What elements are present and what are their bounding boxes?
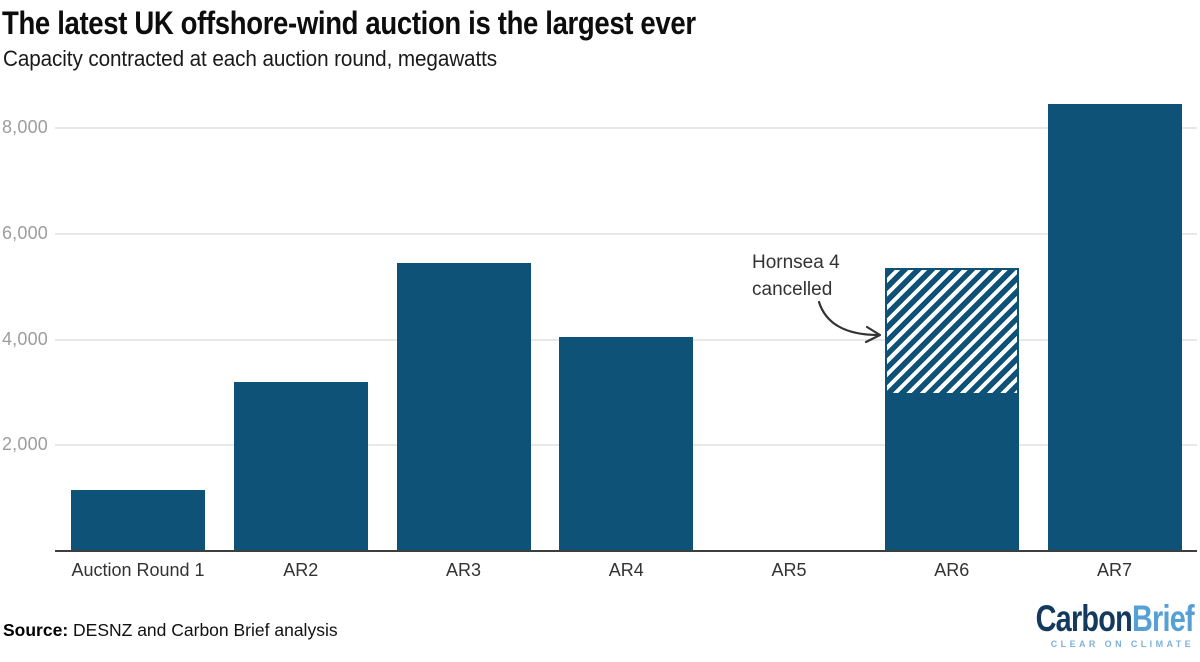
annotation-arrow-icon — [817, 300, 882, 344]
chart-title: The latest UK offshore-wind auction is t… — [2, 5, 696, 41]
bar-ar6 — [884, 395, 1019, 551]
gridline-6000 — [55, 232, 1197, 235]
source-label: Source: — [3, 620, 69, 640]
source-line: Source: DESNZ and Carbon Brief analysis — [3, 620, 338, 641]
logo-carbon: Carbon — [1035, 598, 1133, 639]
logo-wordmark: CarbonBrief — [1035, 598, 1195, 639]
annotation-line1: Hornsea 4 — [752, 252, 840, 273]
source-text: DESNZ and Carbon Brief analysis — [68, 620, 338, 640]
x-axis-line — [55, 549, 1197, 552]
y-tick-label: 6,000 — [1, 222, 48, 243]
carbon-brief-logo: CarbonBrief CLEAR ON CLIMATE — [991, 598, 1195, 650]
bar-ar4 — [559, 336, 694, 551]
bar-ar7 — [1047, 104, 1182, 551]
logo-tagline: CLEAR ON CLIMATE — [1050, 639, 1194, 649]
annotation-label: Hornsea 4 cancelled — [752, 249, 840, 303]
x-tick-label-ar5: AR5 — [771, 560, 807, 580]
x-tick-label-ar3: AR3 — [445, 560, 481, 580]
y-tick-label: 2,000 — [1, 434, 48, 455]
bar-hatched-ar6 — [884, 268, 1019, 395]
x-tick-label-ar6: AR6 — [934, 560, 970, 580]
x-tick-label-ar4: AR4 — [608, 560, 644, 580]
bar-ar2 — [233, 381, 368, 551]
x-tick-label-ar7: AR7 — [1096, 560, 1132, 580]
annotation-line2: cancelled — [752, 279, 833, 300]
y-tick-label: 8,000 — [1, 117, 48, 137]
chart-subtitle: Capacity contracted at each auction roun… — [3, 46, 498, 71]
logo-brief: Brief — [1132, 598, 1195, 639]
bar-ar3 — [396, 262, 531, 551]
bar-auction-round-1 — [71, 490, 205, 551]
x-tick-label-auction-round-1: Auction Round 1 — [71, 560, 205, 580]
x-tick-label-ar2: AR2 — [283, 560, 319, 580]
y-tick-label: 4,000 — [1, 328, 48, 349]
gridline-8000 — [55, 127, 1197, 129]
